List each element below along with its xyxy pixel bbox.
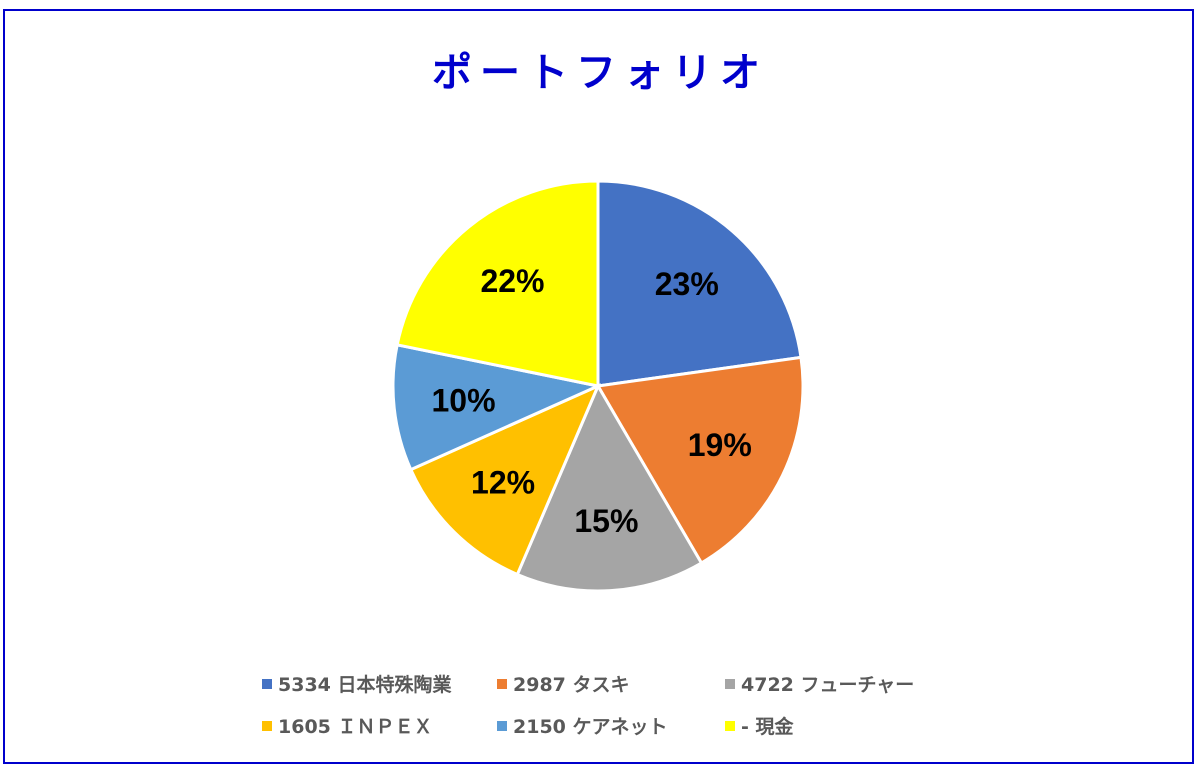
legend-swatch-icon: [497, 720, 507, 731]
legend-item: 2987 タスキ: [497, 670, 630, 697]
legend-label: 2987 タスキ: [513, 674, 630, 696]
legend-swatch-icon: [262, 678, 272, 689]
slice-percentage-label: 15%: [574, 503, 638, 539]
legend-item: 1605 ＩＮＰＥＸ: [262, 712, 433, 739]
pie-slice: [596, 179, 803, 388]
pie-slice: [395, 179, 600, 388]
legend-swatch-icon: [497, 678, 507, 689]
legend-item: 4722 フューチャー: [725, 670, 914, 697]
legend-swatch-icon: [725, 720, 735, 731]
legend-swatch-icon: [262, 720, 272, 731]
legend-label: 4722 フューチャー: [741, 674, 915, 696]
slice-percentage-label: 12%: [471, 464, 535, 500]
chart-title: ポートフォリオ: [432, 50, 768, 96]
slice-percentage-label: 22%: [480, 263, 544, 299]
legend-label: 1605 ＩＮＰＥＸ: [278, 716, 433, 738]
legend-label: 2150 ケアネット: [513, 716, 668, 738]
pie-slice: [408, 383, 601, 577]
slice-percentage-label: 10%: [431, 383, 495, 419]
legend-swatch-icon: [725, 678, 735, 689]
pie-labels: 23% 19% 15% 12% 10% 22%: [431, 263, 751, 539]
chart-frame: [3, 9, 1194, 764]
slice-percentage-label: 19%: [688, 427, 752, 463]
pie-slices: [391, 179, 805, 593]
pie-slice: [515, 382, 704, 593]
legend-item: 2150 ケアネット: [497, 712, 668, 739]
legend-item: - 現金: [725, 712, 794, 739]
legend-label: 5334 日本特殊陶業: [278, 674, 452, 696]
pie-slice: [595, 355, 805, 566]
slice-percentage-label: 23%: [655, 266, 719, 302]
legend-label: - 現金: [741, 716, 794, 738]
legend-item: 5334 日本特殊陶業: [262, 670, 452, 697]
